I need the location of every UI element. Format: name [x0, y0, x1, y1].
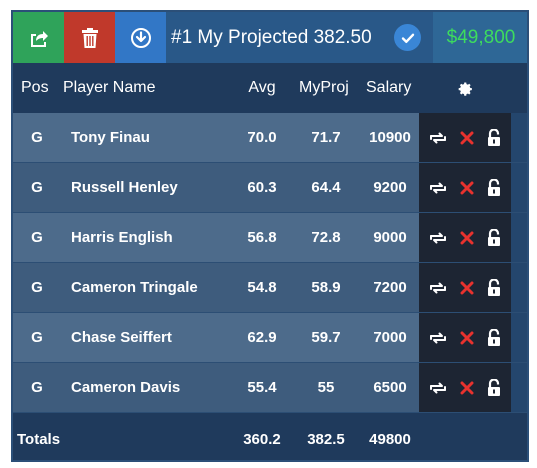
player-pos: G	[31, 129, 43, 146]
lineup-toolbar: #1 My Projected 382.50 $49,800	[13, 12, 527, 63]
header-pos[interactable]: Pos	[21, 79, 49, 96]
remove-icon[interactable]	[460, 131, 474, 145]
header-myproj[interactable]: MyProj	[299, 79, 349, 96]
remove-icon[interactable]	[460, 231, 474, 245]
player-salary: 10900	[369, 129, 411, 146]
trash-icon	[81, 27, 98, 48]
table-row: G Harris English 56.8 72.8 9000	[13, 213, 527, 263]
player-avg: 62.9	[247, 329, 277, 346]
player-pos: G	[31, 379, 43, 396]
row-actions	[419, 263, 511, 312]
player-salary: 7200	[373, 279, 407, 296]
row-actions	[419, 213, 511, 262]
unlock-icon[interactable]	[487, 378, 501, 397]
player-myproj[interactable]: 64.4	[311, 179, 341, 196]
header-player-name[interactable]: Player Name	[63, 79, 156, 96]
delete-lineup-button[interactable]	[64, 12, 115, 63]
salary-remaining: $49,800	[433, 12, 527, 63]
player-avg: 56.8	[247, 229, 277, 246]
player-avg: 55.4	[247, 379, 277, 396]
remove-icon[interactable]	[460, 331, 474, 345]
totals-salary: 49800	[369, 431, 411, 448]
gear-icon[interactable]	[456, 79, 474, 102]
row-gutter	[511, 313, 527, 362]
player-salary: 6500	[373, 379, 407, 396]
row-actions	[419, 363, 511, 412]
totals-row: Totals 360.2 382.5 49800	[13, 417, 527, 460]
download-button[interactable]	[115, 12, 166, 63]
row-gutter	[511, 363, 527, 412]
export-button[interactable]	[13, 12, 64, 63]
row-gutter	[511, 263, 527, 312]
swap-icon[interactable]	[429, 231, 447, 245]
player-salary: 7000	[373, 329, 407, 346]
download-icon	[130, 27, 151, 48]
player-pos: G	[31, 179, 43, 196]
player-myproj[interactable]: 55	[317, 379, 335, 396]
row-gutter	[511, 113, 527, 162]
totals-avg: 360.2	[243, 431, 281, 448]
player-pos: G	[31, 229, 43, 246]
export-icon	[30, 30, 48, 47]
player-name[interactable]: Cameron Davis	[71, 379, 181, 396]
player-pos: G	[31, 329, 43, 346]
player-name[interactable]: Russell Henley	[71, 179, 178, 196]
lineup-panel: #1 My Projected 382.50 $49,800 Pos Playe…	[11, 10, 529, 462]
table-row: G Cameron Tringale 54.8 58.9 7200	[13, 263, 527, 313]
lineup-title: #1 My Projected 382.50	[171, 27, 372, 48]
row-actions	[419, 313, 511, 362]
row-gutter	[511, 213, 527, 262]
swap-icon[interactable]	[429, 131, 447, 145]
player-rows: G Tony Finau 70.0 71.7 10900 G Russell H…	[13, 113, 527, 413]
remove-icon[interactable]	[460, 181, 474, 195]
remove-icon[interactable]	[460, 381, 474, 395]
table-row: G Tony Finau 70.0 71.7 10900	[13, 113, 527, 163]
player-pos: G	[31, 279, 43, 296]
player-avg: 60.3	[247, 179, 277, 196]
table-header: Pos Player Name Avg MyProj Salary	[13, 63, 527, 113]
player-avg: 54.8	[247, 279, 277, 296]
header-avg[interactable]: Avg	[248, 79, 276, 96]
unlock-icon[interactable]	[487, 328, 501, 347]
totals-label: Totals	[17, 431, 61, 448]
table-row: G Russell Henley 60.3 64.4 9200	[13, 163, 527, 213]
player-myproj[interactable]: 59.7	[311, 329, 341, 346]
player-myproj[interactable]: 58.9	[311, 279, 341, 296]
player-name[interactable]: Tony Finau	[71, 129, 150, 146]
row-actions	[419, 163, 511, 212]
player-myproj[interactable]: 71.7	[311, 129, 341, 146]
player-salary: 9000	[373, 229, 407, 246]
swap-icon[interactable]	[429, 181, 447, 195]
row-gutter	[511, 163, 527, 212]
player-name[interactable]: Harris English	[71, 229, 173, 246]
swap-icon[interactable]	[429, 381, 447, 395]
player-avg: 70.0	[247, 129, 277, 146]
player-name[interactable]: Cameron Tringale	[71, 279, 198, 296]
remove-icon[interactable]	[460, 281, 474, 295]
player-salary: 9200	[373, 179, 407, 196]
check-icon[interactable]	[394, 24, 421, 51]
unlock-icon[interactable]	[487, 278, 501, 297]
unlock-icon[interactable]	[487, 228, 501, 247]
unlock-icon[interactable]	[487, 178, 501, 197]
table-row: G Cameron Davis 55.4 55 6500	[13, 363, 527, 413]
swap-icon[interactable]	[429, 331, 447, 345]
player-name[interactable]: Chase Seiffert	[71, 329, 172, 346]
row-actions	[419, 113, 511, 162]
header-salary[interactable]: Salary	[366, 79, 412, 96]
player-myproj[interactable]: 72.8	[311, 229, 341, 246]
swap-icon[interactable]	[429, 281, 447, 295]
unlock-icon[interactable]	[487, 128, 501, 147]
totals-myproj: 382.5	[307, 431, 345, 448]
table-row: G Chase Seiffert 62.9 59.7 7000	[13, 313, 527, 363]
